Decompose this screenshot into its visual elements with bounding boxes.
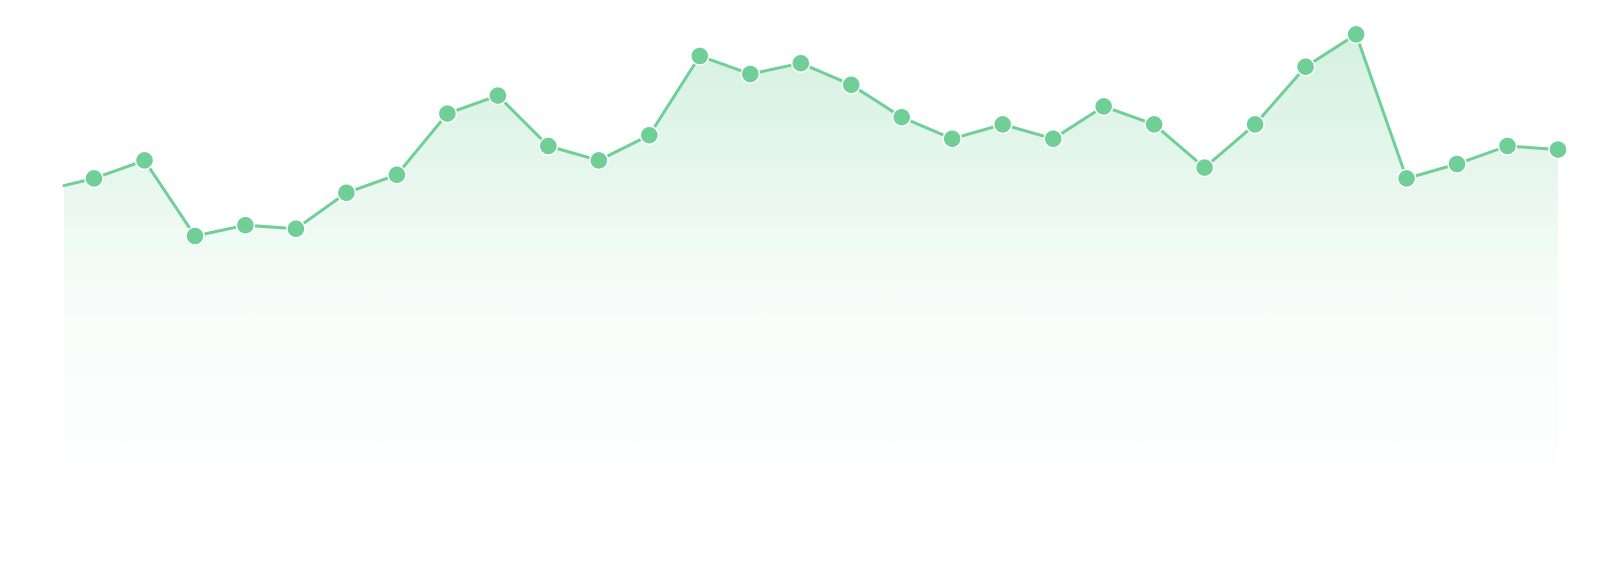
data-point[interactable] (488, 85, 508, 106)
data-point[interactable] (84, 168, 104, 189)
data-point[interactable] (942, 129, 962, 149)
data-point[interactable] (336, 183, 357, 203)
data-point[interactable] (891, 107, 912, 127)
data-point[interactable] (538, 136, 559, 156)
data-point[interactable] (740, 64, 761, 84)
data-point[interactable] (791, 53, 811, 73)
data-point[interactable] (134, 150, 155, 171)
data-point[interactable] (437, 103, 458, 124)
data-point[interactable] (387, 165, 407, 185)
data-point[interactable] (1497, 136, 1518, 156)
data-point[interactable] (690, 46, 710, 66)
data-point[interactable] (1144, 114, 1164, 135)
data-point[interactable] (185, 226, 205, 246)
data-point[interactable] (589, 150, 609, 171)
data-point[interactable] (1245, 114, 1265, 135)
points-layer (84, 24, 1568, 246)
data-point[interactable] (639, 125, 660, 145)
data-point[interactable] (1396, 168, 1417, 189)
data-point[interactable] (992, 114, 1013, 135)
data-point[interactable] (1093, 96, 1114, 117)
data-point[interactable] (1295, 57, 1316, 77)
data-point[interactable] (1194, 157, 1215, 178)
data-point[interactable] (1447, 154, 1467, 174)
data-point[interactable] (1346, 24, 1366, 45)
data-point[interactable] (1043, 129, 1063, 149)
data-point[interactable] (286, 219, 306, 239)
data-point[interactable] (841, 75, 861, 95)
data-point[interactable] (1548, 139, 1568, 160)
data-point[interactable] (235, 215, 256, 235)
